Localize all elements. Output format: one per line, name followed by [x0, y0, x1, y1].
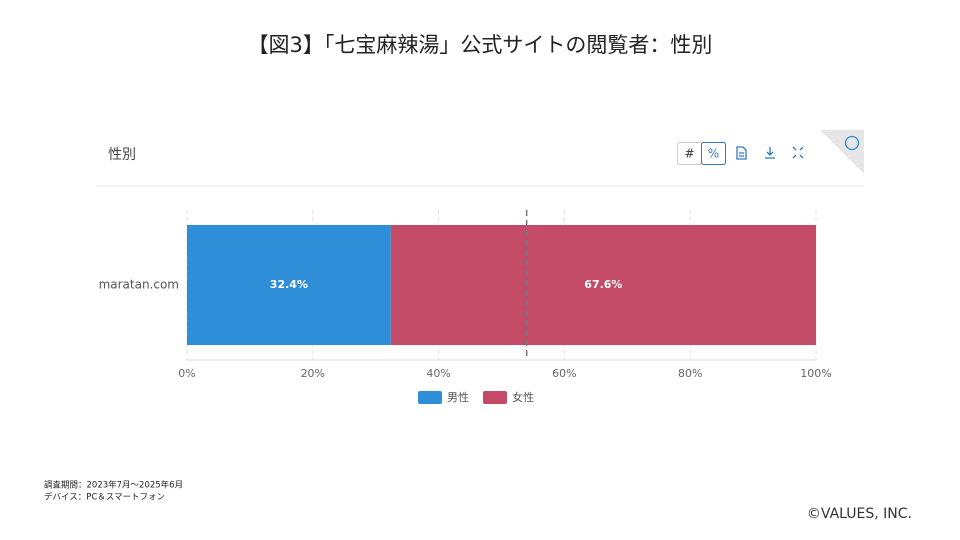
x-tick-label: 60% — [552, 367, 576, 380]
bar-segment — [390, 225, 816, 345]
legend-label: 女性 — [512, 390, 534, 404]
corner-fold — [820, 130, 864, 174]
note: デバイス：PC＆スマートフォン — [44, 492, 165, 503]
x-tick-label: 100% — [800, 367, 831, 380]
x-tick-label: 40% — [426, 367, 450, 380]
percent-button-label: % — [708, 147, 719, 161]
bar-segment — [187, 225, 391, 345]
legend-swatch — [418, 391, 442, 404]
x-tick-label: 80% — [678, 367, 702, 380]
download-icon[interactable] — [765, 147, 775, 159]
x-tick-label: 20% — [301, 367, 325, 380]
copyright: ©VALUES, INC. — [807, 506, 912, 522]
x-tick-label: 0% — [178, 367, 195, 380]
data-label: 32.4% — [270, 278, 308, 291]
fullscreen-icon[interactable] — [792, 146, 804, 159]
csv-icon[interactable] — [736, 146, 747, 160]
legend-swatch — [483, 391, 507, 404]
percent-button[interactable] — [701, 142, 726, 165]
data-label: 67.6% — [584, 278, 622, 291]
count-button-label: # — [684, 147, 694, 161]
note: 調査期間：2023年7月～2025年6月 — [44, 480, 183, 491]
legend-label: 男性 — [447, 390, 469, 404]
panel-title: 性別 — [108, 147, 136, 163]
corner-icon[interactable] — [844, 135, 860, 151]
slide-title: 【図3】「七宝麻辣湯」公式サイトの閲覧者：性別 — [248, 33, 713, 57]
y-tick-label: maratan.com — [99, 278, 179, 292]
